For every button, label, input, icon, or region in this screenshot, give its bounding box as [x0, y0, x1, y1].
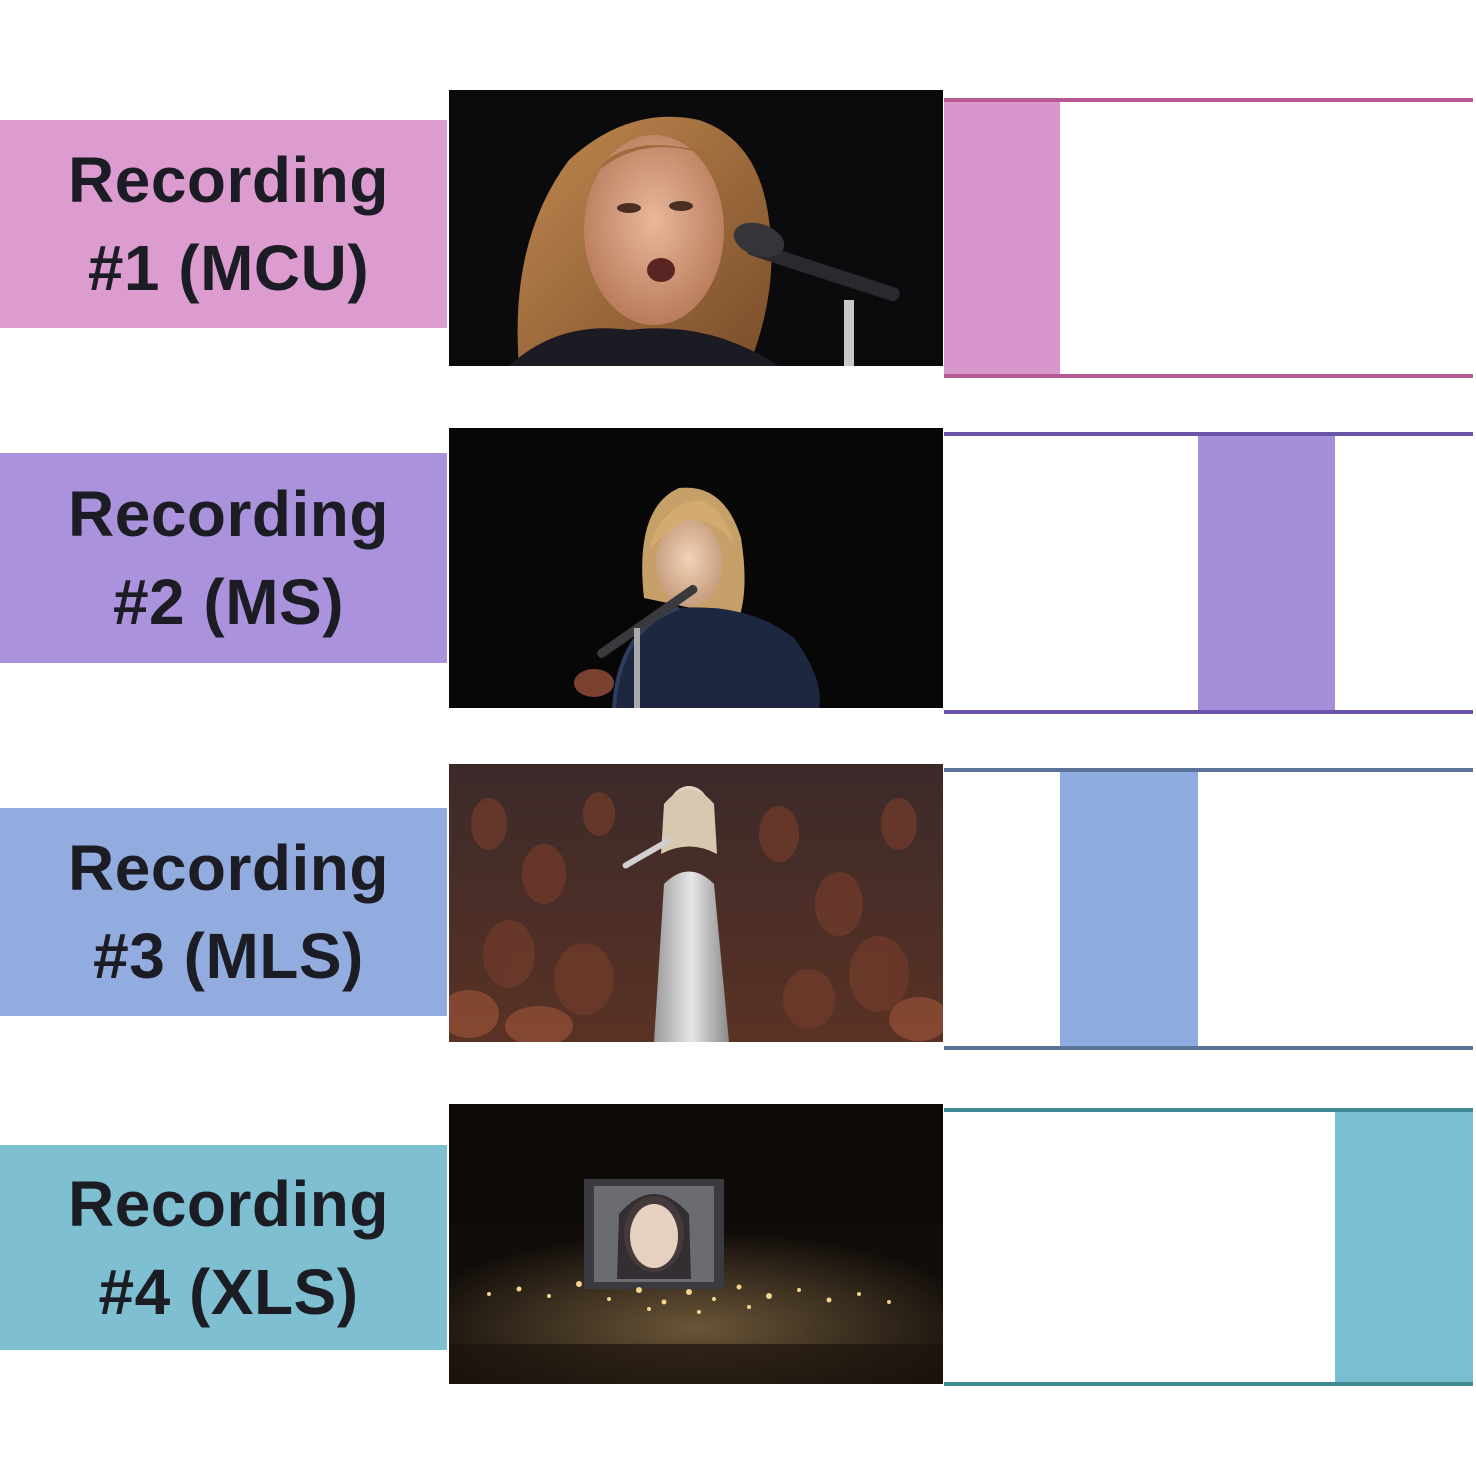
recording-3-timeline [944, 768, 1473, 1050]
recording-2-timeline [944, 432, 1473, 714]
recording-3-segment [1060, 772, 1198, 1046]
recording-4-label-line1: Recording [68, 1167, 389, 1240]
recording-1-segment [944, 102, 1061, 374]
recording-4-timeline [944, 1108, 1473, 1386]
recording-1-label: Recording #1 (MCU) [0, 120, 447, 328]
recording-3-thumbnail [449, 764, 943, 1042]
recording-2-label-line2: #2 (MS) [112, 566, 345, 638]
recording-4-segment [1335, 1112, 1473, 1382]
recording-2-label: Recording #2 (MS) [0, 453, 447, 663]
recording-1-label-line1: Recording [68, 144, 389, 216]
recording-3-label: Recording #3 (MLS) [0, 808, 447, 1016]
close-up-singer-image [449, 90, 943, 366]
recording-4-label: Recording #4 (XLS) [0, 1145, 447, 1350]
recording-4-thumbnail [449, 1104, 943, 1384]
recording-1-timeline [944, 98, 1473, 378]
recording-2-thumbnail [449, 428, 943, 708]
recording-3-label-line1: Recording [68, 832, 389, 904]
medium-long-shot-stage-image [449, 764, 943, 1042]
recording-1-label-line2: #1 (MCU) [87, 232, 370, 304]
recording-2-label-line1: Recording [68, 478, 389, 550]
medium-shot-singer-image [449, 428, 943, 708]
recording-1-thumbnail [449, 90, 943, 366]
recording-3-label-line2: #3 (MLS) [93, 920, 364, 992]
extra-long-shot-arena-image [449, 1104, 943, 1384]
recording-4-label-line2: #4 (XLS) [98, 1255, 359, 1328]
recording-2-segment [1197, 436, 1336, 710]
